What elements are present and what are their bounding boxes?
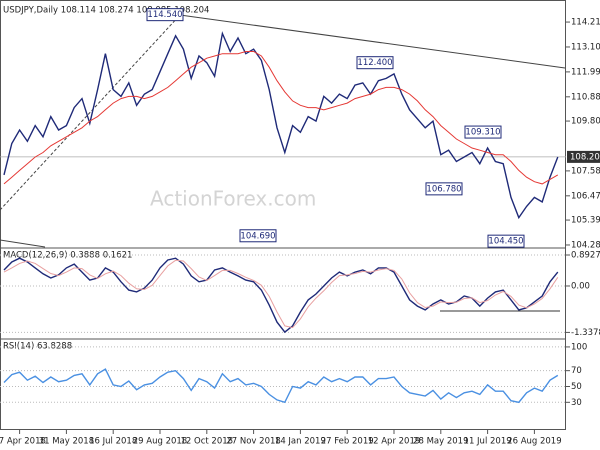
series-line: [3, 31, 559, 220]
annotation-label: 104.450: [488, 237, 523, 247]
y-tick-label: 109.800: [571, 117, 600, 127]
y-tick-label: 113.100: [571, 42, 600, 52]
annotation-label: 106.780: [426, 184, 461, 194]
x-tick-label: 16 Jul 2018: [89, 437, 137, 447]
x-tick-label: 12 Oct 2018: [181, 437, 234, 447]
y-tick-label: -1.3378: [571, 328, 600, 338]
y-tick-label: 30: [571, 398, 582, 408]
annotation-box: [356, 56, 394, 70]
x-tick-label: 12 Apr 2019: [368, 437, 421, 447]
annotation-box: [146, 8, 184, 22]
series-line: [3, 259, 559, 329]
annotation-box: [239, 229, 277, 243]
x-tick-label: 31 May 2018: [39, 437, 94, 447]
x-tick-label: 26 Aug 2019: [507, 437, 561, 447]
annotation-label: 112.400: [357, 58, 392, 68]
trend-line: [179, 14, 566, 69]
y-tick-label: 100: [571, 342, 587, 352]
annotation-label: 104.690: [240, 231, 275, 241]
panel-title: USDJPY,Daily 108.114 108.274 108.085 108…: [3, 6, 209, 16]
panel-title: RSI(14) 63.8288: [3, 342, 72, 352]
last-price-label: 108.204: [570, 152, 600, 162]
y-tick-label: 104.280: [571, 240, 600, 250]
y-tick-label: 107.580: [571, 166, 600, 176]
x-tick-label: 27 Feb 2019: [321, 437, 374, 447]
x-tick-label: 29 Aug 2018: [133, 437, 187, 447]
last-price-box: [567, 150, 600, 163]
y-tick-label: 106.470: [571, 191, 600, 201]
y-tick-label: 0.8927: [571, 251, 600, 261]
y-tick-label: 0.00: [571, 281, 590, 291]
series-line: [3, 368, 559, 404]
annotation-box: [464, 125, 502, 139]
y-tick-label: 111.990: [571, 67, 600, 77]
annotation-box: [487, 234, 525, 248]
watermark: ActionForex.com: [150, 187, 316, 211]
annotation-label: 109.310: [465, 128, 500, 138]
trend-line: [0, 14, 181, 211]
x-tick-label: 27 Nov 2018: [226, 437, 280, 447]
y-tick-label: 105.390: [571, 216, 600, 226]
annotation-label: 114.540: [147, 10, 182, 20]
y-tick-label: 50: [571, 382, 582, 392]
series-line: [3, 257, 559, 334]
trend-line: [0, 239, 46, 248]
frame: [0, 0, 566, 430]
panel-title: MACD(12,26,9) 0.3888 0.1621: [3, 251, 132, 261]
series-line: [3, 51, 559, 185]
y-tick-label: 70: [571, 366, 582, 376]
x-tick-label: 28 May 2019: [413, 437, 468, 447]
y-tick-label: 114.210: [571, 18, 600, 28]
y-tick-label: 110.880: [571, 92, 600, 102]
x-tick-label: 14 Jan 2019: [275, 437, 326, 447]
annotation-box: [425, 182, 463, 196]
x-tick-label: 17 Apr 2018: [0, 437, 46, 447]
x-tick-label: 11 Jul 2019: [464, 437, 512, 447]
